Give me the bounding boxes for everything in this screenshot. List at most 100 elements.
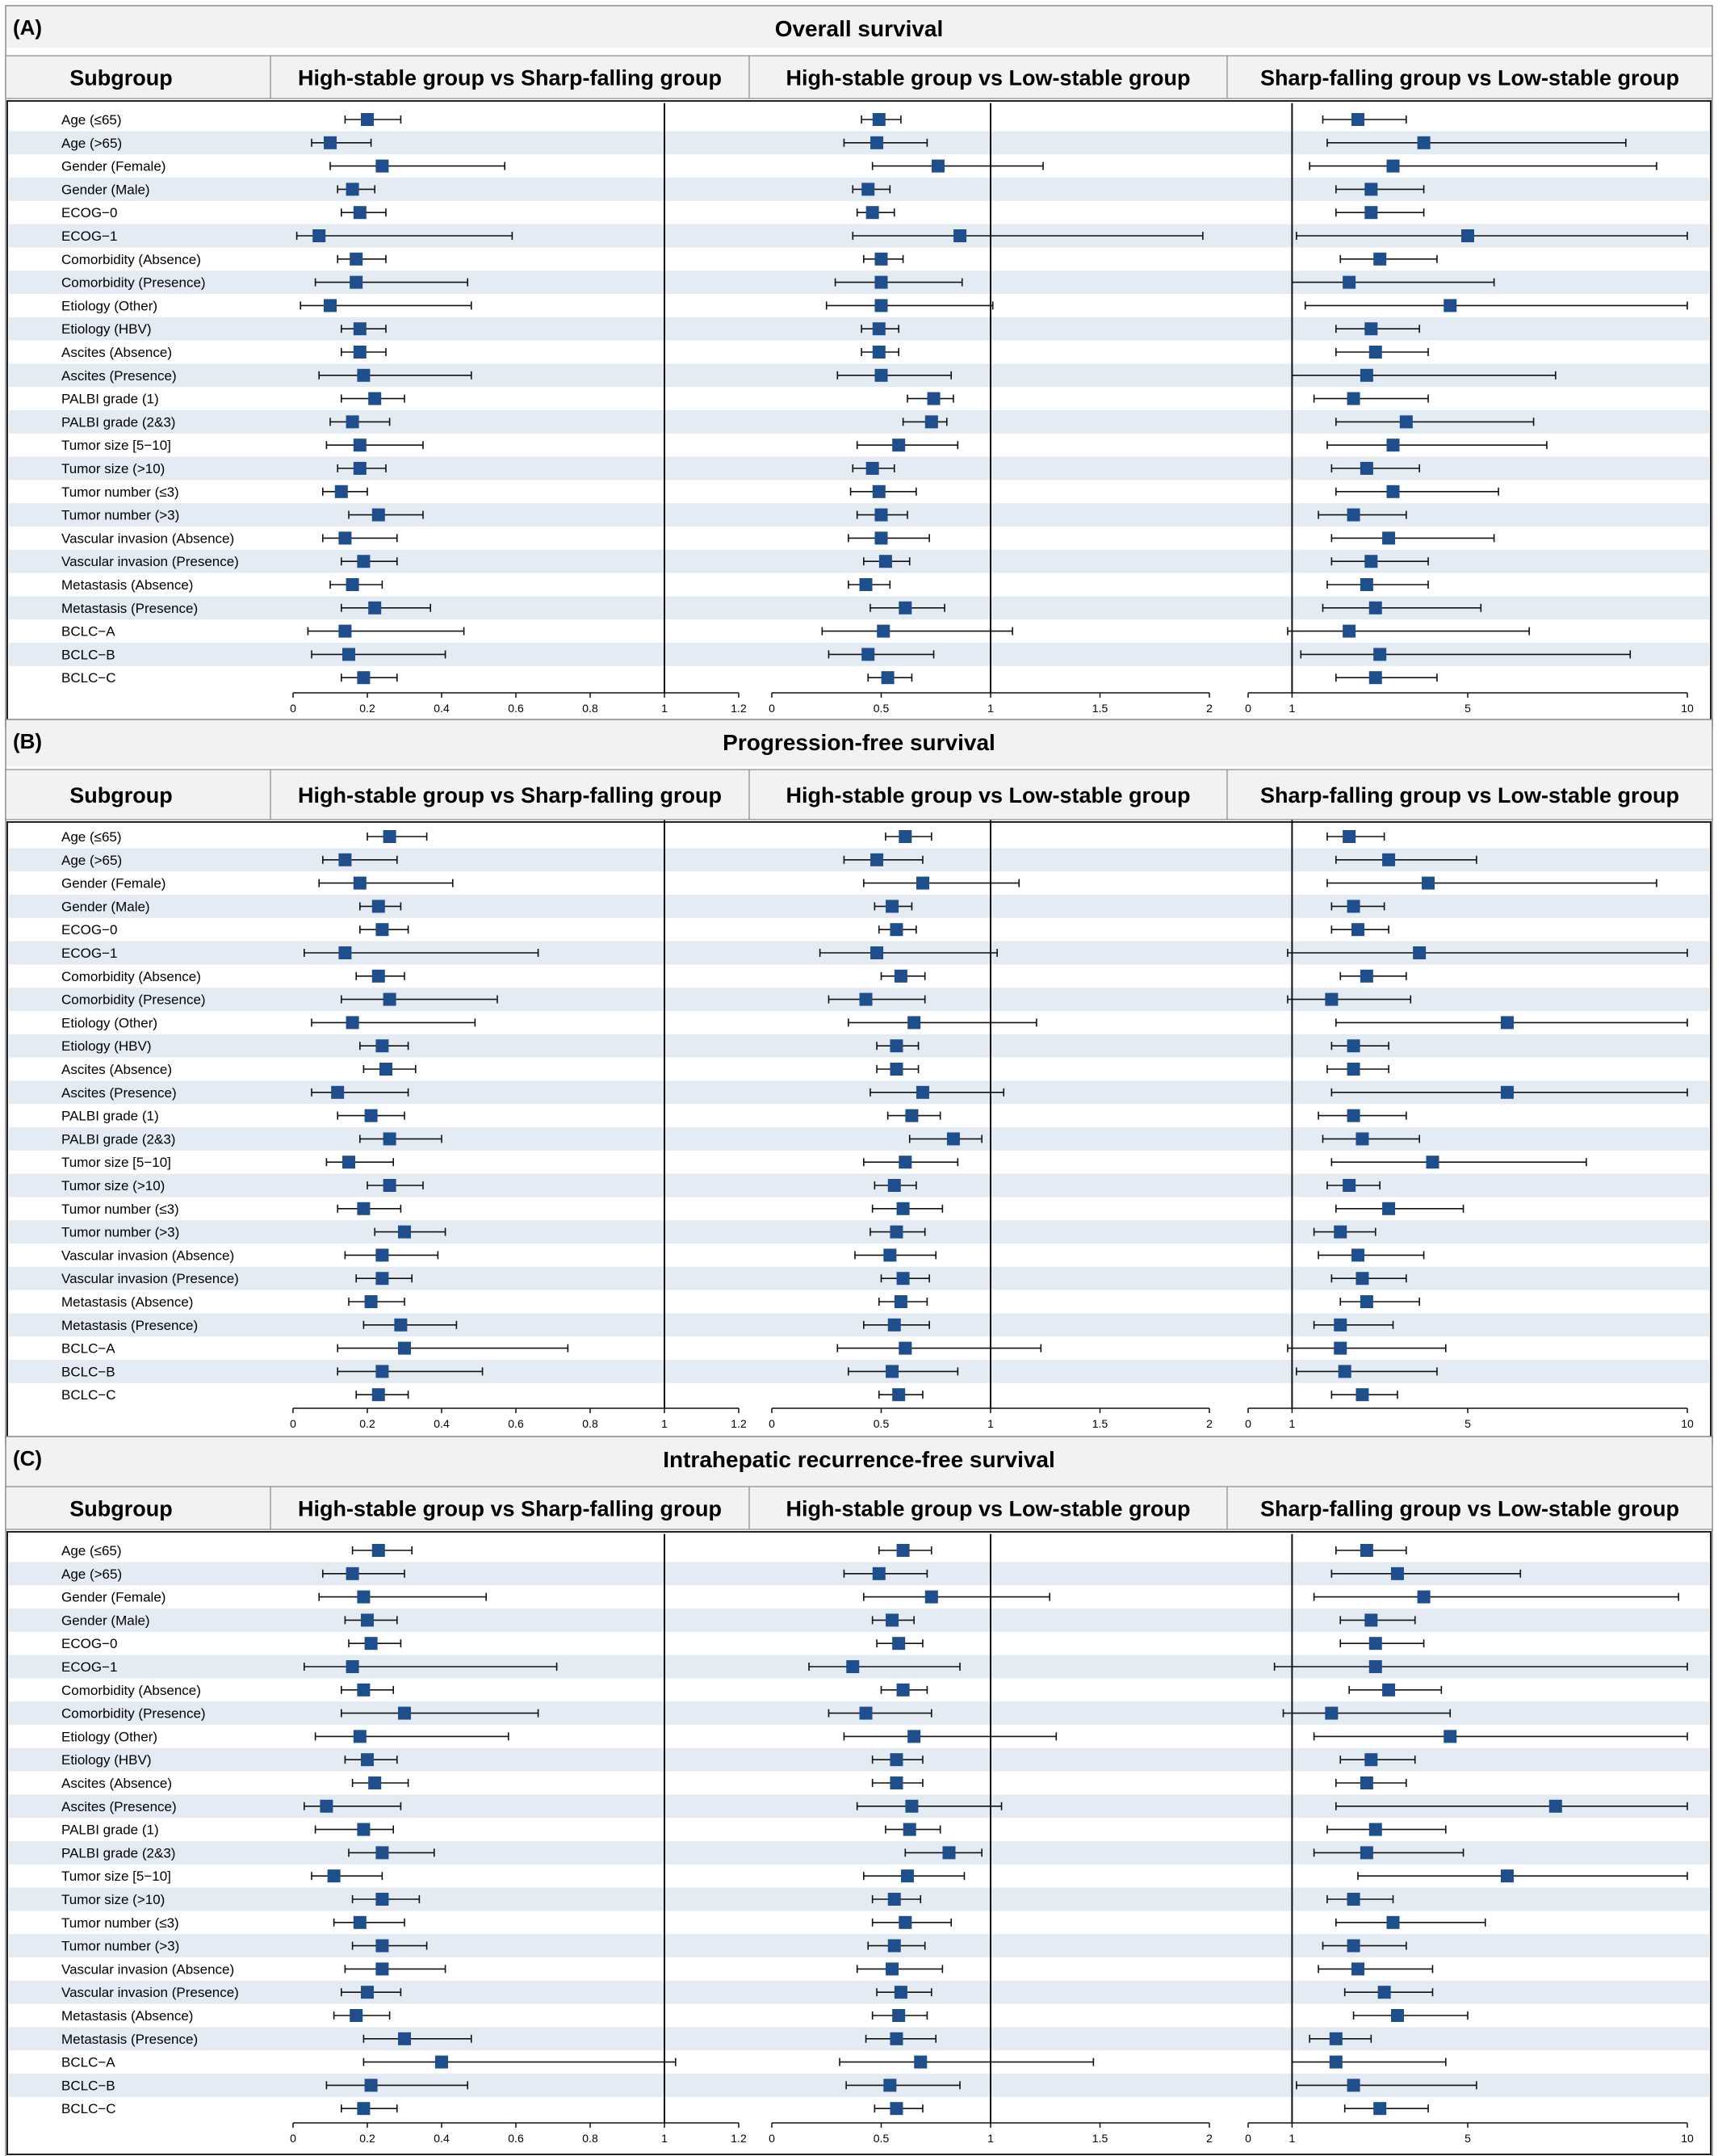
point-estimate (927, 392, 941, 405)
panel-title-band (6, 1437, 1712, 1488)
point-estimate (874, 508, 888, 522)
point-estimate (1360, 368, 1373, 382)
header-row (5, 1486, 1713, 1530)
point-estimate (892, 438, 906, 452)
point-estimate (371, 508, 385, 522)
point-estimate (1325, 1706, 1339, 1720)
point-estimate (398, 1706, 411, 1720)
point-estimate (872, 346, 886, 359)
point-estimate (361, 1986, 374, 1999)
subgroup-label: BCLC−B (61, 1364, 115, 1379)
subgroup-label: Vascular invasion (Absence) (61, 531, 234, 546)
point-estimate (375, 923, 389, 937)
x-tick-label: 1.5 (1092, 702, 1108, 715)
point-estimate (1351, 113, 1364, 126)
point-estimate (892, 1637, 906, 1651)
comparison-header: High-stable group vs Low-stable group (786, 783, 1190, 807)
point-estimate (375, 1939, 389, 1953)
point-estimate (905, 1109, 919, 1122)
point-estimate (861, 648, 875, 661)
point-estimate (931, 159, 945, 173)
x-tick-label: 0 (1245, 1417, 1251, 1430)
point-estimate (1444, 299, 1457, 312)
panel-letter: (A) (13, 15, 42, 40)
point-estimate (887, 1318, 901, 1332)
subgroup-label: Gender (Female) (61, 1590, 166, 1605)
subgroup-label: Gender (Male) (61, 899, 150, 914)
x-tick-label: 0.4 (434, 1417, 450, 1430)
x-tick-label: 0.6 (508, 2132, 524, 2145)
point-estimate (375, 1039, 389, 1053)
x-tick-label: 0 (1245, 2132, 1251, 2145)
point-estimate (1382, 531, 1396, 545)
point-estimate (890, 1039, 903, 1053)
point-estimate (1360, 1776, 1373, 1789)
comparison-header: High-stable group vs Sharp-falling group (298, 66, 722, 90)
row-stripe (9, 1266, 1709, 1290)
subgroup-label: PALBI grade (1) (61, 1823, 159, 1838)
x-tick-label: 10 (1681, 2132, 1694, 2145)
point-estimate (1343, 624, 1356, 638)
header-row (5, 55, 1713, 99)
point-estimate (883, 1248, 897, 1262)
row-stripe (9, 549, 1709, 573)
point-estimate (375, 1846, 389, 1860)
header-row (5, 769, 1713, 820)
x-tick-label: 0.6 (508, 702, 524, 715)
subgroup-label: Etiology (Other) (61, 298, 157, 313)
point-estimate (383, 992, 396, 1006)
point-estimate (874, 275, 888, 289)
point-estimate (887, 1179, 901, 1192)
point-estimate (357, 368, 371, 382)
point-estimate (357, 2102, 371, 2116)
point-estimate (364, 1637, 378, 1651)
row-stripe (9, 1313, 1709, 1337)
point-estimate (353, 1730, 367, 1743)
subgroup-label: Vascular invasion (Presence) (61, 1271, 239, 1286)
point-estimate (872, 1567, 886, 1580)
comparison-header: High-stable group vs Sharp-falling group (298, 1497, 722, 1521)
subgroup-label: Ascites (Absence) (61, 345, 172, 360)
row-stripe (9, 317, 1709, 341)
subgroup-label: Gender (Male) (61, 182, 150, 197)
point-estimate (1351, 1248, 1364, 1262)
point-estimate (1364, 322, 1378, 336)
point-estimate (892, 1388, 906, 1402)
point-estimate (1390, 2009, 1404, 2022)
point-estimate (1360, 969, 1373, 983)
point-estimate (338, 853, 352, 866)
point-estimate (357, 1202, 371, 1215)
point-estimate (878, 555, 892, 568)
point-estimate (1382, 1202, 1396, 1215)
point-estimate (890, 923, 903, 937)
x-tick-label: 1 (661, 702, 668, 715)
x-tick-label: 2 (1206, 702, 1213, 715)
x-tick-label: 2 (1206, 2132, 1213, 2145)
x-tick-label: 0 (290, 2132, 296, 2145)
point-estimate (1368, 671, 1382, 685)
subgroup-label: Tumor number (≤3) (61, 1915, 179, 1931)
point-estimate (1325, 992, 1339, 1006)
subgroup-label: BCLC−C (61, 1387, 116, 1403)
subgroup-label: ECOG−0 (61, 922, 117, 937)
point-estimate (346, 1016, 359, 1030)
point-estimate (1364, 182, 1378, 196)
subgroup-label: Vascular invasion (Presence) (61, 554, 239, 569)
subgroup-label: Etiology (Other) (61, 1015, 157, 1030)
point-estimate (896, 1683, 910, 1697)
point-estimate (896, 1202, 910, 1215)
point-estimate (357, 671, 371, 685)
point-estimate (1413, 946, 1427, 959)
point-estimate (1347, 1939, 1360, 1953)
point-estimate (398, 1341, 411, 1355)
point-estimate (874, 299, 888, 312)
x-tick-label: 10 (1681, 1417, 1694, 1430)
point-estimate (361, 1613, 374, 1627)
row-stripe (9, 2027, 1709, 2051)
point-estimate (874, 368, 888, 382)
subgroup-label: Tumor size [5−10] (61, 1869, 171, 1884)
subgroup-label: Comorbidity (Presence) (61, 992, 206, 1008)
point-estimate (883, 2078, 897, 2092)
subgroup-label: Age (≤65) (61, 1543, 122, 1558)
x-tick-label: 0.4 (434, 702, 450, 715)
